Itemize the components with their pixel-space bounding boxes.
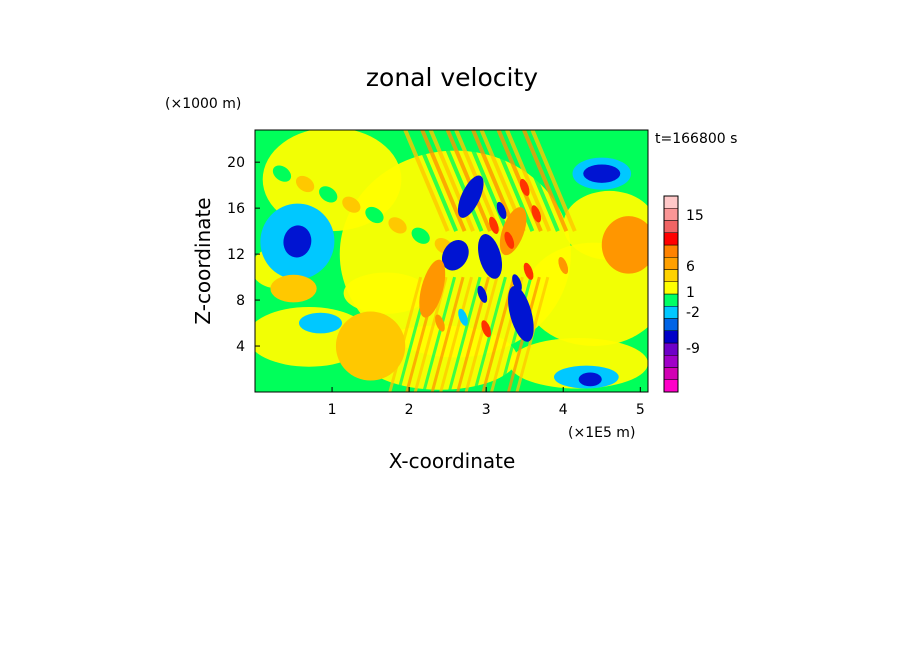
y-tick-label: 12 [227, 247, 245, 263]
colorbar-swatch [663, 367, 679, 380]
colorbar-swatch [663, 208, 679, 221]
field-blue-cell [441, 240, 469, 271]
field-wave-streak [464, 276, 499, 392]
colorbar-swatch [663, 293, 679, 307]
heatmap-field [255, 130, 648, 392]
y-axis-unit: (×1000 m) [165, 96, 241, 112]
field-wave-streak [522, 130, 569, 232]
field-blue-cell [457, 175, 484, 218]
field-blue-cell [578, 372, 602, 387]
field-wave-streak [498, 276, 533, 392]
field-wave-streak [445, 130, 492, 232]
field-wave-streak [420, 130, 467, 232]
field-wave-streak [422, 276, 457, 392]
colorbar-swatch [663, 342, 679, 356]
field-orange-cell [419, 259, 446, 318]
plot-frame [254, 129, 649, 393]
field-wave-cell [319, 186, 338, 203]
field-light-orange-cell [270, 274, 317, 303]
colorbar-swatch [663, 306, 679, 319]
chart-title: zonal velocity [366, 63, 538, 92]
colorbar-swatch [663, 232, 679, 246]
field-wave-streak [388, 276, 423, 392]
field-orange-spot [558, 257, 569, 275]
field-wave-cell [411, 227, 430, 244]
field-wave-streak [403, 130, 450, 232]
field-red-spot [504, 231, 515, 249]
colorbar-tick-label: 15 [686, 208, 704, 224]
colorbar-swatch [663, 257, 679, 270]
x-tick-label: 1 [328, 402, 337, 418]
field-wave-cell [365, 206, 384, 224]
field-wave-cell [295, 175, 315, 193]
colorbar-swatch [663, 318, 679, 331]
field-wave-streak [530, 130, 577, 232]
y-tick-label: 20 [227, 155, 245, 171]
colorbar: 15 6 1 -2 -9 [663, 195, 704, 393]
colorbar-frame [663, 195, 679, 393]
field-wave-streak [430, 276, 465, 392]
x-tick-label: 2 [405, 402, 414, 418]
colorbar-swatch [663, 220, 679, 233]
x-tick-label: 3 [482, 402, 491, 418]
colorbar-swatch [663, 355, 679, 368]
field-blue-spot [496, 201, 507, 220]
field-yellow-region [343, 272, 429, 314]
colorbar-swatch [663, 269, 679, 282]
colorbar-swatch [663, 330, 679, 344]
y-tick-label: 4 [236, 339, 245, 355]
field-light-orange-cell [335, 311, 406, 381]
field-wave-streak [513, 130, 560, 232]
colorbar-swatch [663, 379, 679, 393]
x-axis-unit: (×1E5 m) [568, 425, 635, 441]
field-blue-spot [512, 274, 522, 292]
colorbar-swatch [663, 195, 679, 209]
x-axis-label: X-coordinate [389, 449, 516, 473]
field-red-spot [531, 205, 542, 223]
field-orange-spot [435, 314, 445, 332]
y-axis-label: Z-coordinate [191, 197, 215, 324]
timestamp-label: t=166800 s [655, 131, 737, 147]
y-tick-label: 16 [227, 201, 245, 217]
field-cyan-cell [298, 312, 343, 334]
field-red-spot [523, 262, 534, 280]
colorbar-tick-label: 6 [686, 259, 695, 275]
field-wave-streak [505, 130, 552, 232]
field-red-spot [481, 320, 492, 338]
field-blue-cell [283, 225, 312, 258]
colorbar-tick-label: -9 [686, 341, 700, 357]
field-blue-spot [477, 285, 488, 303]
field-red-spot [519, 178, 530, 197]
field-blue-cell [508, 285, 534, 342]
field-wave-streak [471, 130, 518, 232]
field-wave-streak [411, 130, 458, 232]
field-blue-cell [583, 164, 621, 183]
field-blue-cell [478, 234, 503, 279]
field-wave-cell [272, 165, 292, 182]
field-wave-streak [439, 276, 473, 392]
colorbar-tick-label: -2 [686, 305, 700, 321]
x-tick-label: 5 [636, 402, 645, 418]
x-tick-label: 4 [559, 402, 568, 418]
field-cyan-spot [458, 308, 468, 326]
field-wave-streak [437, 130, 484, 232]
colorbar-tick-label: 1 [686, 285, 695, 301]
field-red-spot [489, 216, 499, 234]
field-orange-cell [601, 216, 648, 274]
field-wave-streak [447, 276, 482, 392]
field-wave-cell [388, 217, 407, 234]
colorbar-swatch [663, 244, 679, 258]
y-tick-label: 8 [236, 293, 245, 309]
field-wave-cell [342, 196, 361, 213]
colorbar-swatch [663, 281, 679, 295]
